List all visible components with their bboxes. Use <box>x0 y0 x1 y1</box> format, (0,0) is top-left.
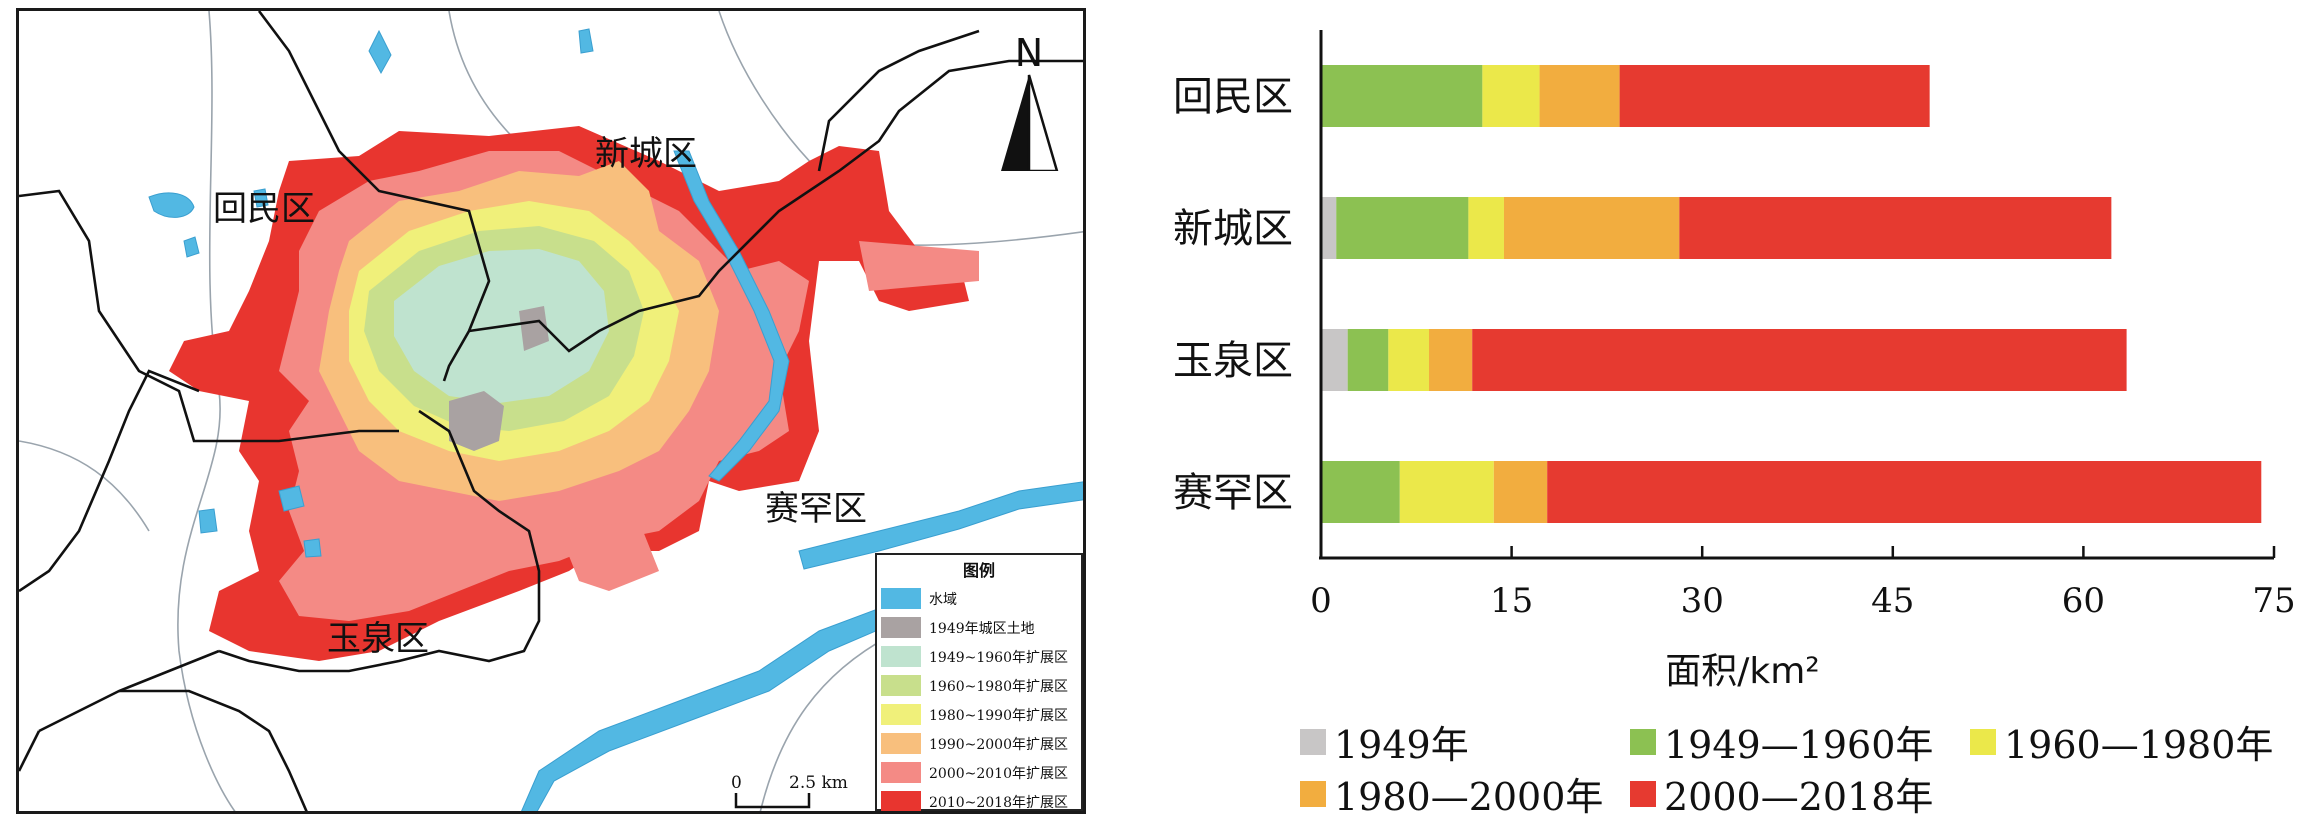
category-label: 赛罕区 <box>1173 470 1293 516</box>
legend-swatch <box>881 704 921 725</box>
x-tick-label: 60 <box>2062 581 2105 621</box>
legend-label: 1960~1980年扩展区 <box>929 678 1068 695</box>
x-tick-label: 75 <box>2252 581 2295 621</box>
legend-item: 1960~1980年扩展区 <box>877 671 1081 700</box>
chart-legend-label: 1949—1960年 <box>1664 723 1934 767</box>
category-label: 回民区 <box>1173 74 1293 120</box>
chart-legend-swatch <box>1300 728 1326 755</box>
x-tick-label: 0 <box>1310 581 1332 621</box>
bar-3-series-3 <box>1493 461 1548 523</box>
category-label: 玉泉区 <box>1173 338 1293 384</box>
bar-2-series-3 <box>1429 329 1473 391</box>
bar-0-series-2 <box>1482 65 1540 127</box>
chart-legend-label: 1949年 <box>1334 723 1469 767</box>
bar-1-series-4 <box>1679 197 2112 259</box>
county-lines <box>19 11 1083 811</box>
bar-3-series-1 <box>1321 461 1400 523</box>
legend-item: 2000~2010年扩展区 <box>877 758 1081 787</box>
bar-1-series-1 <box>1336 197 1469 259</box>
scale-distance: 2.5 km <box>789 773 848 793</box>
chart-legend-item: 1960—1980年 <box>1970 714 2273 769</box>
bar-0-series-1 <box>1321 65 1483 127</box>
legend-label: 水域 <box>929 591 957 608</box>
zone-1949-urban <box>449 306 549 451</box>
legend-item: 水域 <box>877 584 1081 613</box>
legend-swatch <box>881 646 921 667</box>
chart-legend-label: 2000—2018年 <box>1664 775 1934 819</box>
chart-legend-swatch <box>1300 780 1326 807</box>
bar-2-series-4 <box>1472 329 2127 391</box>
legend-label: 2000~2010年扩展区 <box>929 765 1068 782</box>
chart-legend-item: 1980—2000年 <box>1300 766 1603 821</box>
bar-3-series-2 <box>1399 461 1494 523</box>
district-boundaries <box>19 11 1083 811</box>
chart-legend-swatch <box>1630 780 1656 807</box>
scale-zero: 0 <box>731 773 742 793</box>
district-label-xincheng: 新城区 <box>595 134 697 174</box>
legend-item: 1949~1960年扩展区 <box>877 642 1081 671</box>
bar-2-series-0 <box>1321 329 1348 391</box>
district-label-saihan: 赛罕区 <box>765 489 867 529</box>
x-tick-label: 15 <box>1490 581 1533 621</box>
legend-label: 1949年城区土地 <box>929 620 1035 637</box>
north-letter: N <box>1014 31 1044 75</box>
map-panel: 回民区 新城区 赛罕区 玉泉区 N 0 2.5 km 图例 水域 1949年城区土… <box>16 8 1086 814</box>
x-tick-label: 45 <box>1871 581 1914 621</box>
scale-bar: 0 2.5 km <box>729 771 869 811</box>
bar-0-series-3 <box>1539 65 1620 127</box>
legend-swatch <box>881 617 921 638</box>
bar-3-series-4 <box>1547 461 2262 523</box>
district-label-yuquan: 玉泉区 <box>327 619 429 659</box>
north-arrow: N <box>997 31 1061 171</box>
chart-legend-swatch <box>1630 728 1656 755</box>
district-label-huimin: 回民区 <box>213 189 315 229</box>
bar-0-series-4 <box>1619 65 1930 127</box>
chart-legend-item: 1949年 <box>1300 714 1469 769</box>
chart-legend-label: 1960—1980年 <box>2004 723 2274 767</box>
legend-item: 1980~1990年扩展区 <box>877 700 1081 729</box>
legend-swatch <box>881 733 921 754</box>
legend-item: 1949年城区土地 <box>877 613 1081 642</box>
legend-swatch <box>881 762 921 783</box>
bar-2-series-1 <box>1347 329 1389 391</box>
legend-swatch <box>881 675 921 696</box>
category-label: 新城区 <box>1173 206 1293 252</box>
chart-legend-item: 1949—1960年 <box>1630 714 1933 769</box>
bar-1-series-0 <box>1321 197 1337 259</box>
x-axis-label: 面积/km² <box>1665 651 1819 692</box>
legend-item: 1990~2000年扩展区 <box>877 729 1081 758</box>
map-legend: 图例 水域 1949年城区土地 1949~1960年扩展区 1960~1980年扩展区… <box>875 553 1083 811</box>
legend-label: 2010~2018年扩展区 <box>929 794 1068 811</box>
chart-legend-swatch <box>1970 728 1996 755</box>
x-tick-label: 30 <box>1681 581 1724 621</box>
bar-2-series-2 <box>1388 329 1430 391</box>
legend-label: 1990~2000年扩展区 <box>929 736 1068 753</box>
legend-item: 2010~2018年扩展区 <box>877 787 1081 811</box>
legend-label: 1980~1990年扩展区 <box>929 707 1068 724</box>
bar-1-series-2 <box>1468 197 1504 259</box>
legend-label: 1949~1960年扩展区 <box>929 649 1068 666</box>
legend-title: 图例 <box>962 561 995 580</box>
bar-1-series-3 <box>1503 197 1680 259</box>
chart-legend-label: 1980—2000年 <box>1334 775 1604 819</box>
legend-swatch <box>881 588 921 609</box>
chart-legend-item: 2000—2018年 <box>1630 766 1933 821</box>
legend-swatch <box>881 791 921 811</box>
